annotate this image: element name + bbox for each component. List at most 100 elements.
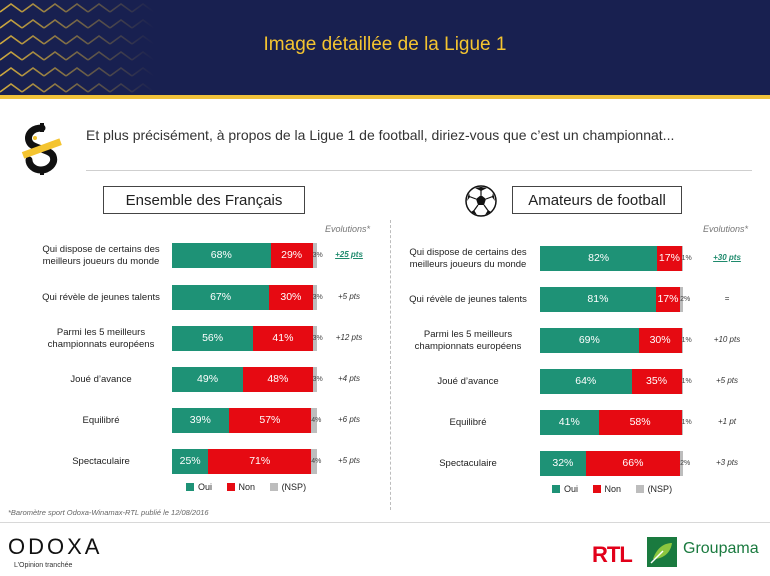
panel-divider bbox=[390, 220, 391, 510]
bar-segment-oui: 68% bbox=[172, 243, 271, 268]
header-accent-line bbox=[0, 95, 770, 99]
category-label: Parmi les 5 meilleurs championnats europ… bbox=[47, 326, 155, 350]
panel-title-amateurs: Amateurs de football bbox=[512, 186, 682, 214]
evolution-value: +5 pts bbox=[337, 456, 360, 465]
category-label: Qui dispose de certains des meilleurs jo… bbox=[42, 243, 160, 267]
bar-segment-oui: 64% bbox=[540, 369, 632, 394]
evolution-value: +3 pts bbox=[715, 458, 738, 467]
footer-divider bbox=[0, 522, 770, 523]
bar-segment-non: 41% bbox=[253, 326, 313, 351]
groupama-logo: Groupama bbox=[683, 540, 759, 557]
bar-segment-non: 17% bbox=[655, 287, 681, 312]
groupama-leaf-icon bbox=[647, 537, 677, 567]
category-label: Parmi les 5 meilleurs championnats europ… bbox=[414, 328, 522, 352]
evolution-value: +25 pts bbox=[335, 250, 363, 259]
legend-item-non: Non bbox=[592, 484, 621, 494]
question-underline bbox=[86, 170, 752, 171]
legend-right: Oui Non (NSP) bbox=[552, 484, 684, 494]
odoxa-question-icon bbox=[21, 123, 62, 175]
category-label: Qui révèle de jeunes talents bbox=[42, 291, 160, 303]
bar-segment-nsp: 3% bbox=[312, 367, 323, 392]
bar-segment-oui: 56% bbox=[172, 326, 254, 351]
stacked-bar: 41% 58% 1% bbox=[540, 410, 692, 435]
evolutions-header: Evolutions* bbox=[325, 224, 371, 234]
legend-item-nsp: (NSP) bbox=[635, 484, 672, 494]
bar-segment-nsp: 1% bbox=[681, 410, 692, 435]
evolution-value: +6 pts bbox=[337, 415, 360, 424]
evolution-value: +5 pts bbox=[715, 376, 738, 385]
stacked-bar: 32% 66% 2% bbox=[540, 451, 690, 476]
bar-segment-oui: 82% bbox=[540, 246, 658, 271]
bar-segment-nsp: 3% bbox=[312, 285, 323, 310]
stacked-bar: 39% 57% 4% bbox=[172, 408, 321, 433]
stacked-bar: 69% 30% 1% bbox=[540, 328, 692, 353]
legend-left: Oui Non (NSP) bbox=[186, 482, 318, 492]
bar-segment-nsp: 3% bbox=[312, 326, 323, 351]
bar-segment-non: 57% bbox=[228, 408, 312, 433]
question-text: Et plus précisément, à propos de la Ligu… bbox=[86, 127, 675, 143]
legend-item-oui: Oui bbox=[186, 482, 212, 492]
evolution-value: +5 pts bbox=[337, 292, 360, 301]
bar-segment-oui: 81% bbox=[540, 287, 656, 312]
header-banner bbox=[0, 0, 770, 95]
rtl-logo: RTL bbox=[592, 542, 633, 567]
bar-segment-nsp: 4% bbox=[311, 408, 321, 433]
bar-segment-oui: 25% bbox=[172, 449, 209, 474]
bar-segment-oui: 41% bbox=[540, 410, 599, 435]
source-footnote: *Baromètre sport Odoxa-Winamax-RTL publi… bbox=[8, 508, 209, 517]
stacked-bar: 68% 29% 3% bbox=[172, 243, 323, 268]
category-label: Spectaculaire bbox=[439, 457, 497, 469]
legend-item-nsp: (NSP) bbox=[269, 482, 306, 492]
bar-segment-oui: 67% bbox=[172, 285, 270, 310]
odoxa-logo: ODOXA bbox=[8, 534, 103, 559]
odoxa-tagline: L’Opinion tranchée bbox=[14, 562, 73, 569]
stacked-bar: 56% 41% 3% bbox=[172, 326, 323, 351]
bar-segment-non: 30% bbox=[638, 328, 682, 353]
category-label: Joué d’avance bbox=[70, 373, 132, 385]
evolution-value: +30 pts bbox=[713, 253, 741, 262]
bar-segment-non: 17% bbox=[657, 246, 682, 271]
category-label: Spectaculaire bbox=[72, 455, 130, 467]
stacked-bar: 82% 17% 1% bbox=[540, 246, 692, 271]
football-icon bbox=[465, 185, 497, 217]
category-label: Equilibré bbox=[449, 416, 487, 428]
stacked-bar: 49% 48% 3% bbox=[172, 367, 323, 392]
bar-segment-non: 29% bbox=[270, 243, 313, 268]
bar-segment-oui: 49% bbox=[172, 367, 244, 392]
bar-segment-non: 35% bbox=[631, 369, 682, 394]
panel-title-ensemble: Ensemble des Français bbox=[103, 186, 305, 214]
stacked-bar: 25% 71% 4% bbox=[172, 449, 321, 474]
bar-segment-non: 71% bbox=[208, 449, 312, 474]
chevron-pattern-icon bbox=[0, 0, 770, 95]
stacked-bar: 67% 30% 3% bbox=[172, 285, 323, 310]
stacked-bar: 81% 17% 2% bbox=[540, 287, 690, 312]
evolution-value: +1 pt bbox=[717, 417, 736, 426]
evolutions-header: Evolutions* bbox=[703, 224, 749, 234]
bar-segment-oui: 39% bbox=[172, 408, 229, 433]
bar-segment-nsp: 4% bbox=[311, 449, 321, 474]
evolution-value: = bbox=[724, 294, 730, 303]
bar-segment-non: 48% bbox=[243, 367, 313, 392]
evolution-value: +4 pts bbox=[337, 374, 360, 383]
bar-segment-nsp: 2% bbox=[680, 287, 690, 312]
page-title: Image détaillée de la Ligue 1 bbox=[263, 34, 507, 55]
category-label: Qui dispose de certains des meilleurs jo… bbox=[409, 246, 527, 270]
category-label: Qui révèle de jeunes talents bbox=[409, 293, 527, 305]
evolution-value: +10 pts bbox=[713, 335, 741, 344]
legend-item-non: Non bbox=[226, 482, 255, 492]
category-label: Equilibré bbox=[82, 414, 120, 426]
bar-segment-nsp: 1% bbox=[681, 369, 692, 394]
bar-segment-nsp: 1% bbox=[681, 246, 692, 271]
category-label: Joué d’avance bbox=[437, 375, 499, 387]
bar-segment-oui: 32% bbox=[540, 451, 586, 476]
bar-segment-nsp: 1% bbox=[681, 328, 692, 353]
stacked-bar: 64% 35% 1% bbox=[540, 369, 692, 394]
bar-segment-nsp: 2% bbox=[680, 451, 690, 476]
bar-segment-nsp: 3% bbox=[312, 243, 323, 268]
bar-segment-oui: 69% bbox=[540, 328, 639, 353]
evolution-value: +12 pts bbox=[335, 333, 363, 342]
legend-item-oui: Oui bbox=[552, 484, 578, 494]
bar-segment-non: 66% bbox=[585, 451, 681, 476]
bar-segment-non: 58% bbox=[598, 410, 682, 435]
bar-segment-non: 30% bbox=[269, 285, 313, 310]
